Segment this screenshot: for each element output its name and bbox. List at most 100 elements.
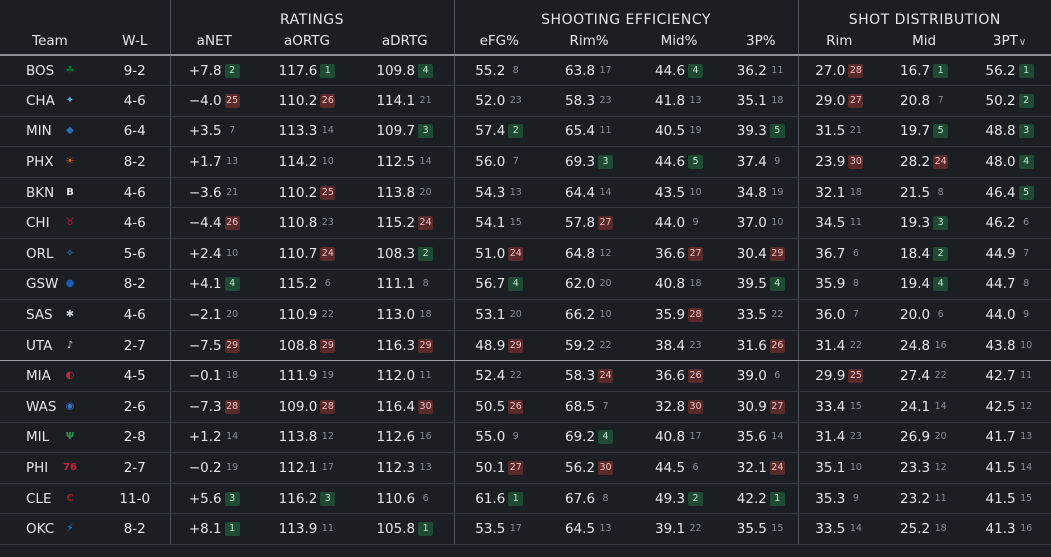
anet-rank-badge: 1 <box>224 522 240 537</box>
table-row[interactable]: MIN ◆ 6-4 +3.5 7 113.3 14 109.7 3 57.4 2 65.4 11 40.5… <box>0 116 1051 148</box>
aortg-rank-badge: 3 <box>320 491 336 506</box>
team-cell[interactable]: MIN ◆ <box>0 116 100 148</box>
rimpct-rank-badge: 7 <box>602 400 609 412</box>
efg-value: 55.2 <box>475 62 506 79</box>
adrtg-rank-badge: 6 <box>422 492 429 504</box>
rimpct-cell: 57.8 27 <box>544 207 635 240</box>
column-header-team[interactable]: Team <box>0 28 100 56</box>
threept-rank-badge: 10 <box>1020 339 1033 351</box>
threepct-value: 31.6 <box>736 337 767 354</box>
table-row[interactable]: SAS ✱ 4-6 −2.1 20 110.9 22 113.0 18 53.1 20 66.2 10 3… <box>0 299 1051 331</box>
team-cell[interactable]: PHI 76 <box>0 452 100 484</box>
table-row[interactable]: WAS ◉ 2-6 −7.3 28 109.0 28 116.4 30 50.5 26 68.5 7 32… <box>0 391 1051 423</box>
table-row[interactable]: PHI 76 2-7 −0.2 19 112.1 17 112.3 13 50.1 27 56.2 30… <box>0 452 1051 484</box>
mid-value: 19.4 <box>900 276 931 293</box>
team-cell[interactable]: WAS ◉ <box>0 391 100 423</box>
column-header-wl[interactable]: W-L <box>100 28 170 56</box>
adrtg-value: 114.1 <box>376 92 416 109</box>
threept-value: 41.7 <box>985 429 1016 446</box>
team-cell[interactable]: ORL ✧ <box>0 238 100 270</box>
threept-value: 41.5 <box>985 490 1016 507</box>
table-row[interactable]: OKC ⚡ 8-2 +8.1 1 113.9 11 105.8 1 53.5 17 64.5 13 39.… <box>0 513 1051 545</box>
adrtg-value: 112.6 <box>376 429 416 446</box>
midpct-cell: 36.6 26 <box>634 360 725 393</box>
team-cell[interactable]: MIL Ψ <box>0 422 100 454</box>
table-row[interactable]: CHI ♉ 4-6 −4.4 26 110.8 23 115.2 24 54.1 15 57.8 27 4… <box>0 207 1051 240</box>
team-cell[interactable]: UTA ♪ <box>0 330 100 362</box>
threept-rank-badge: 3 <box>1018 124 1034 139</box>
threepct-rank-badge: 15 <box>771 523 784 535</box>
table-row[interactable]: MIA ◐ 4-5 −0.1 18 111.9 19 112.0 11 52.4 22 58.3 24 3… <box>0 360 1051 393</box>
midpct-cell: 36.6 27 <box>634 238 725 270</box>
anet-value: −0.1 <box>188 368 222 385</box>
table-row[interactable]: CLE C 11-0 +5.6 3 116.2 3 110.6 6 61.6 1 67.6 8 49.3 2… <box>0 483 1051 515</box>
mid-rank-badge: 7 <box>937 94 944 106</box>
rim-cell: 31.4 22 <box>797 330 881 362</box>
column-header-rim[interactable]: Rim <box>797 28 881 56</box>
adrtg-cell: 116.4 30 <box>356 391 455 423</box>
rim-rank-badge: 14 <box>849 523 862 535</box>
efg-value: 54.1 <box>475 215 506 232</box>
table-row[interactable]: PHX ☀ 8-2 +1.7 13 114.2 10 112.5 14 56.0 7 69.3 3 44.… <box>0 146 1051 178</box>
column-header-efg[interactable]: eFG% <box>453 28 545 56</box>
team-cell[interactable]: CHA ✦ <box>0 85 100 117</box>
efg-value: 53.5 <box>475 521 506 538</box>
anet-value: −2.1 <box>188 307 222 324</box>
anet-value: −7.3 <box>188 398 222 415</box>
team-cell[interactable]: CHI ♉ <box>0 207 100 240</box>
column-header-mid[interactable]: Mid <box>880 28 969 56</box>
threept-value: 44.7 <box>985 276 1016 293</box>
mid-cell: 19.4 4 <box>880 269 969 301</box>
column-header-mid-pct[interactable]: Mid% <box>634 28 725 56</box>
team-cell[interactable]: CLE C <box>0 483 100 515</box>
threepct-value: 39.0 <box>736 368 767 385</box>
threept-value: 46.4 <box>985 184 1016 201</box>
column-header-3pt[interactable]: 3PT∨ <box>968 28 1051 56</box>
midpct-value: 36.6 <box>655 368 686 385</box>
rimpct-cell: 64.5 13 <box>544 513 635 545</box>
threept-rank-badge: 1 <box>1018 63 1034 78</box>
table-row[interactable]: BOS ☘ 9-2 +7.8 2 117.6 1 109.8 4 55.2 8 63.8 17 44.6 4… <box>0 55 1051 87</box>
anet-rank-badge: 13 <box>226 156 239 168</box>
anet-rank-badge: 18 <box>226 370 239 382</box>
aortg-rank-badge: 26 <box>320 93 336 108</box>
table-row[interactable]: CHA ✦ 4-6 −4.0 25 110.2 26 114.1 21 52.0 23 58.3 23 4… <box>0 85 1051 117</box>
table-row[interactable]: GSW ● 8-2 +4.1 4 115.2 6 111.1 8 56.7 4 62.0 20 40.8 1… <box>0 269 1051 301</box>
rimpct-value: 64.8 <box>565 245 596 262</box>
rimpct-value: 64.5 <box>565 521 596 538</box>
column-header-adrtg[interactable]: aDRTG <box>356 28 455 56</box>
rimpct-rank-badge: 17 <box>599 64 612 76</box>
table-row[interactable]: ORL ✧ 5-6 +2.4 10 110.7 24 108.3 2 51.0 24 64.8 12 36… <box>0 238 1051 270</box>
efg-cell: 53.5 17 <box>453 513 545 545</box>
team-cell[interactable]: MIA ◐ <box>0 360 100 393</box>
table-row[interactable]: MIL Ψ 2-8 +1.2 14 113.8 12 112.6 16 55.0 9 69.2 4 40.… <box>0 422 1051 454</box>
column-header-anet[interactable]: aNET <box>169 28 258 56</box>
efg-cell: 48.9 29 <box>453 330 545 362</box>
team-cell[interactable]: SAS ✱ <box>0 299 100 331</box>
chevron-down-icon[interactable]: ∨ <box>1018 37 1027 48</box>
column-header-3p-pct[interactable]: 3P% <box>724 28 799 56</box>
win-loss: 5-6 <box>100 238 170 270</box>
team-abbr: SAS <box>26 307 53 324</box>
anet-cell: −4.4 26 <box>169 207 258 240</box>
rim-value: 31.5 <box>815 123 846 140</box>
column-header-aortg[interactable]: aORTG <box>258 28 356 56</box>
midpct-cell: 40.8 18 <box>634 269 725 301</box>
team-cell[interactable]: OKC ⚡ <box>0 513 100 545</box>
team-cell[interactable]: BOS ☘ <box>0 55 100 87</box>
table-row[interactable]: UTA ♪ 2-7 −7.5 29 108.8 29 116.3 29 48.9 29 59.2 22 3… <box>0 330 1051 362</box>
rim-value: 31.4 <box>815 429 846 446</box>
column-header-rim-pct[interactable]: Rim% <box>544 28 635 56</box>
team-cell[interactable]: BKN B <box>0 177 100 209</box>
rimpct-rank-badge: 23 <box>599 94 612 106</box>
rimpct-value: 68.5 <box>565 398 596 415</box>
rimpct-cell: 64.8 12 <box>544 238 635 270</box>
efg-value: 50.1 <box>475 460 506 477</box>
efg-cell: 55.2 8 <box>453 55 545 87</box>
anet-cell: +3.5 7 <box>169 116 258 148</box>
aortg-value: 110.8 <box>278 215 318 232</box>
table-row[interactable]: BKN B 4-6 −3.6 21 110.2 25 113.8 20 54.3 13 64.4 14 4… <box>0 177 1051 209</box>
mid-value: 20.8 <box>900 92 931 109</box>
team-cell[interactable]: GSW ● <box>0 269 100 301</box>
team-cell[interactable]: PHX ☀ <box>0 146 100 178</box>
